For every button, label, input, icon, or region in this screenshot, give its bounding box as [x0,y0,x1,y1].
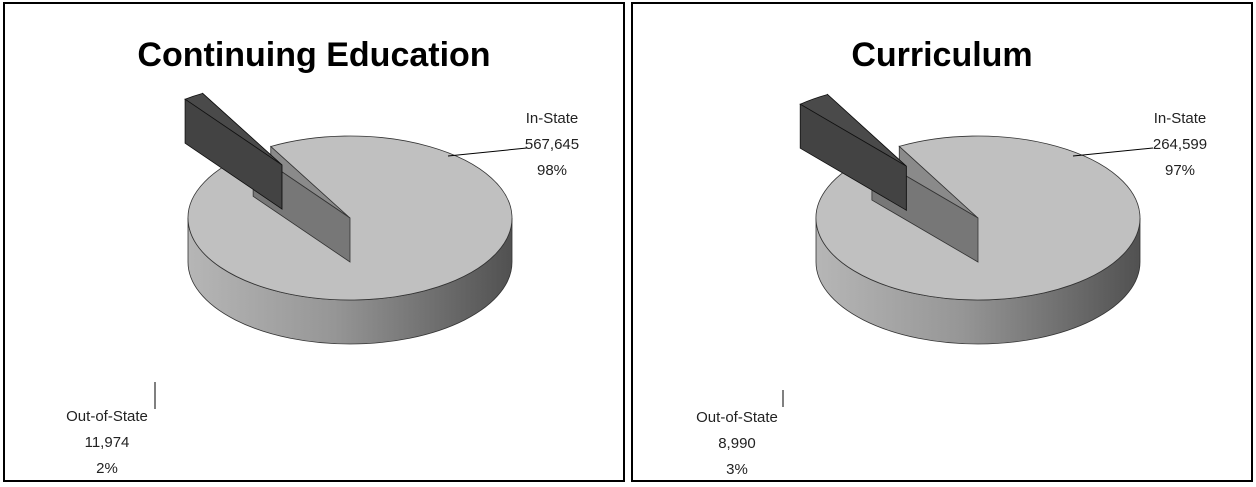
chart-panel-curriculum: Curriculum In-State 264,599 97% Out-of-S… [631,2,1253,482]
slice-label-in-state-percent: 98% [537,162,567,179]
slice-label-out-of-state-percent: 3% [726,461,748,478]
slice-label-out-of-state-name: Out-of-State [696,409,778,426]
pie-slice-wall-out-of-state-b [799,103,907,211]
chart-title: Curriculum [851,36,1032,74]
pie-graphic [184,92,513,345]
slice-label-in-state-value: 567,645 [525,136,579,153]
slice-label-in-state-name: In-State [1154,110,1207,127]
pie-slice-wall-out-of-state-b [184,98,283,210]
slice-label-out-of-state-value: 11,974 [85,434,130,451]
leader-line-in-state [1072,147,1154,157]
slice-label-in-state-value: 264,599 [1153,136,1207,153]
leader-line-in-state [447,147,528,157]
slice-label-in-state-percent: 97% [1165,162,1195,179]
chart-title: Continuing Education [137,36,490,74]
slice-label-out-of-state-name: Out-of-State [66,408,148,425]
pie-chart-continuing-education: Continuing Education In-State 567,645 98… [66,36,579,477]
slice-label-out-of-state-value: 8,990 [718,435,756,452]
slice-label-out-of-state-percent: 2% [96,460,118,477]
pie-graphic [799,93,1141,345]
slice-label-in-state-name: In-State [526,110,579,127]
pie-chart-curriculum: Curriculum In-State 264,599 97% Out-of-S… [696,36,1207,478]
chart-panel-continuing-education: Continuing Education In-State 567,645 98… [3,2,625,482]
